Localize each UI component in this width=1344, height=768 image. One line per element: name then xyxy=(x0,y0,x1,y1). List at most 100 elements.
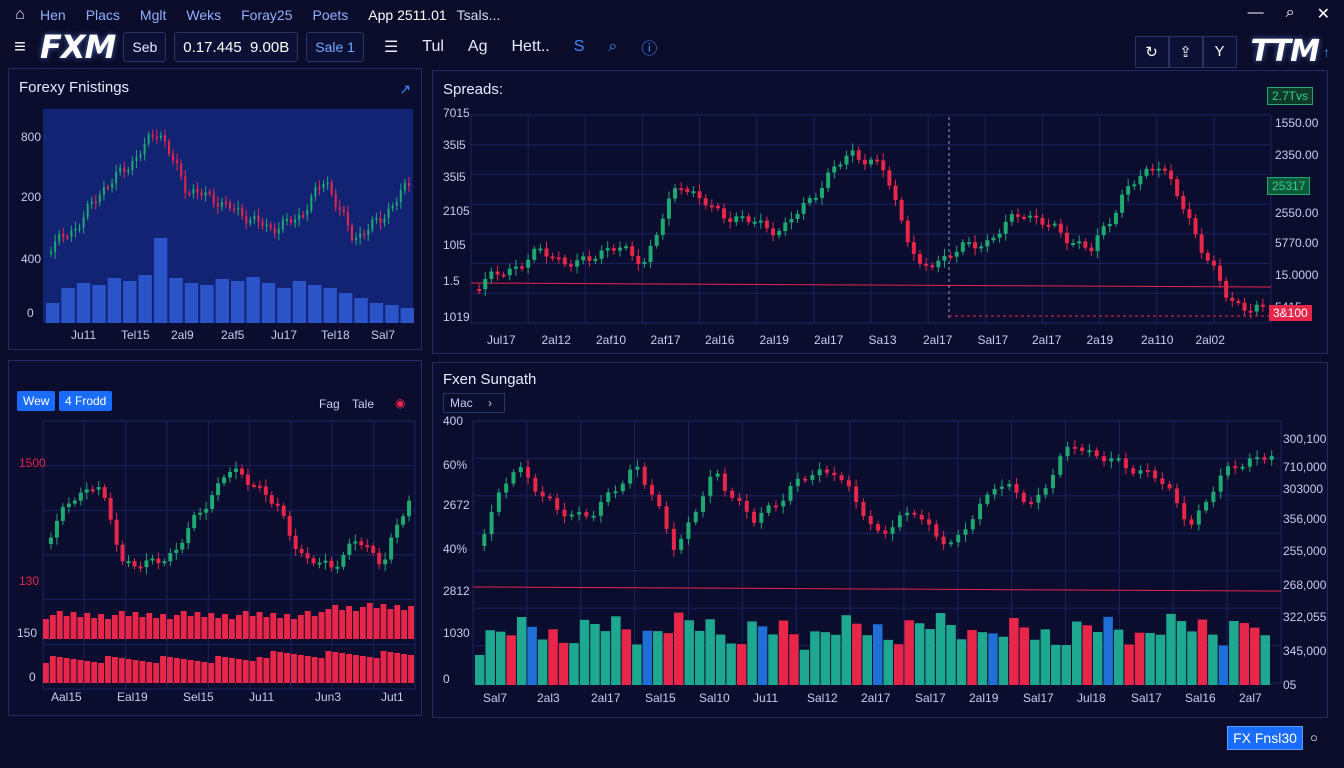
search-icon[interactable]: ⌕ xyxy=(608,38,618,55)
table-link[interactable]: Tale xyxy=(352,397,375,411)
toolbar-item-2[interactable]: Ag xyxy=(467,38,488,55)
toolbar-item-1[interactable]: Tul xyxy=(422,38,444,55)
y-tick: 268,000 xyxy=(1283,578,1327,592)
settings-icon[interactable]: ○ xyxy=(1310,730,1318,745)
candle xyxy=(168,553,173,562)
candle xyxy=(801,203,806,214)
candle xyxy=(911,242,916,255)
volume-bar xyxy=(308,285,322,323)
menu-item-1[interactable]: Hen xyxy=(40,7,66,23)
candle xyxy=(1072,446,1077,449)
candle xyxy=(359,541,364,546)
candle xyxy=(216,483,221,496)
volume-bar xyxy=(935,613,946,685)
candle xyxy=(365,545,370,548)
volume-bar xyxy=(215,618,222,639)
price-field[interactable]: 0.17.445 9.00B xyxy=(174,32,299,62)
volume-bar xyxy=(1009,618,1019,685)
candle xyxy=(367,229,370,235)
candle xyxy=(1109,458,1114,462)
hamburger-icon[interactable]: ≡ xyxy=(14,35,26,58)
view-button[interactable]: Wew xyxy=(17,391,56,411)
list-icon[interactable]: ☰ xyxy=(383,39,399,56)
volume-bar xyxy=(873,624,883,685)
period-button[interactable]: 4 Frodd xyxy=(59,391,113,411)
candle xyxy=(216,203,219,208)
candle xyxy=(135,157,138,161)
candle xyxy=(1089,247,1094,252)
menu-item-3[interactable]: Mglt xyxy=(139,7,167,23)
candle xyxy=(868,515,873,525)
candle xyxy=(1064,232,1069,244)
candle xyxy=(752,221,757,224)
candle xyxy=(90,201,93,204)
volume-bar xyxy=(132,660,139,683)
timeframe-dropdown[interactable]: Mac › xyxy=(443,393,505,413)
candle xyxy=(196,189,199,193)
search-icon[interactable]: ⌕ xyxy=(1285,4,1295,21)
symbol-field[interactable]: Seb xyxy=(123,32,167,62)
share-icon[interactable]: ⇪ xyxy=(1168,35,1203,68)
volume-bar xyxy=(400,308,414,323)
candle xyxy=(912,512,917,515)
volume-bar xyxy=(600,631,611,685)
y-tick: 150 xyxy=(17,626,37,640)
record-icon[interactable]: ◉ xyxy=(395,396,406,410)
candle xyxy=(269,224,272,229)
candle xyxy=(569,514,574,517)
candle xyxy=(383,218,386,224)
select-field[interactable]: Sale 1 xyxy=(306,32,364,62)
flag-link[interactable]: Fag xyxy=(319,397,340,411)
volume-bar xyxy=(1187,631,1197,685)
toolbar-item-3[interactable]: Hett.. xyxy=(511,38,550,55)
candle xyxy=(507,268,512,276)
volume-bar xyxy=(173,658,180,683)
minimize-icon[interactable]: — xyxy=(1247,4,1264,21)
candle xyxy=(389,537,394,560)
volume-bar xyxy=(338,293,353,323)
menu-item-6[interactable]: Poets xyxy=(312,7,349,23)
volume-bar xyxy=(146,613,153,639)
filter-icon[interactable]: Y xyxy=(1202,35,1237,68)
volume-bar xyxy=(789,634,799,685)
candle xyxy=(1211,260,1216,266)
candle xyxy=(94,201,97,204)
expand-icon[interactable]: ↗ xyxy=(399,81,411,97)
arrow-icon[interactable]: ↑ xyxy=(1323,43,1330,60)
volume-bar xyxy=(325,651,332,683)
candle xyxy=(334,193,337,207)
candle xyxy=(347,543,352,555)
close-icon[interactable]: ✕ xyxy=(1316,6,1330,23)
volume-bar xyxy=(820,632,831,685)
candle xyxy=(628,469,633,484)
volume-bar xyxy=(98,614,104,639)
candle xyxy=(919,514,924,520)
volume-bar xyxy=(139,617,146,639)
candle xyxy=(679,538,684,550)
candle xyxy=(973,242,978,249)
dollar-icon[interactable]: S xyxy=(573,38,585,55)
menu-item-5[interactable]: Foray25 xyxy=(241,7,293,23)
candle xyxy=(942,255,947,261)
candle xyxy=(1205,252,1210,261)
x-tick: 2al17 xyxy=(1032,333,1062,347)
volume-bar xyxy=(810,631,820,685)
candle xyxy=(60,507,65,521)
candle xyxy=(495,271,500,275)
menu-item-4[interactable]: Weks xyxy=(186,7,222,23)
fx-button[interactable]: FX Fnsl30 xyxy=(1227,726,1303,750)
candle xyxy=(139,154,142,158)
home-icon[interactable]: ⌂ xyxy=(15,6,25,23)
strength-chart: 400 60% 2672 40% 2812 1030 0 300,100 710,000 303… xyxy=(443,414,1327,705)
candle xyxy=(617,247,622,251)
candle xyxy=(783,222,788,232)
volume-bar xyxy=(84,613,91,639)
candle xyxy=(905,220,910,243)
refresh-icon[interactable]: ↻ xyxy=(1134,35,1169,68)
menu-item-2[interactable]: Placs xyxy=(85,7,120,23)
volume-bar xyxy=(63,658,70,683)
volume-bar xyxy=(242,660,249,683)
candle xyxy=(850,150,855,156)
info-icon[interactable]: ⓘ xyxy=(641,41,658,58)
volume-bar xyxy=(715,634,726,685)
